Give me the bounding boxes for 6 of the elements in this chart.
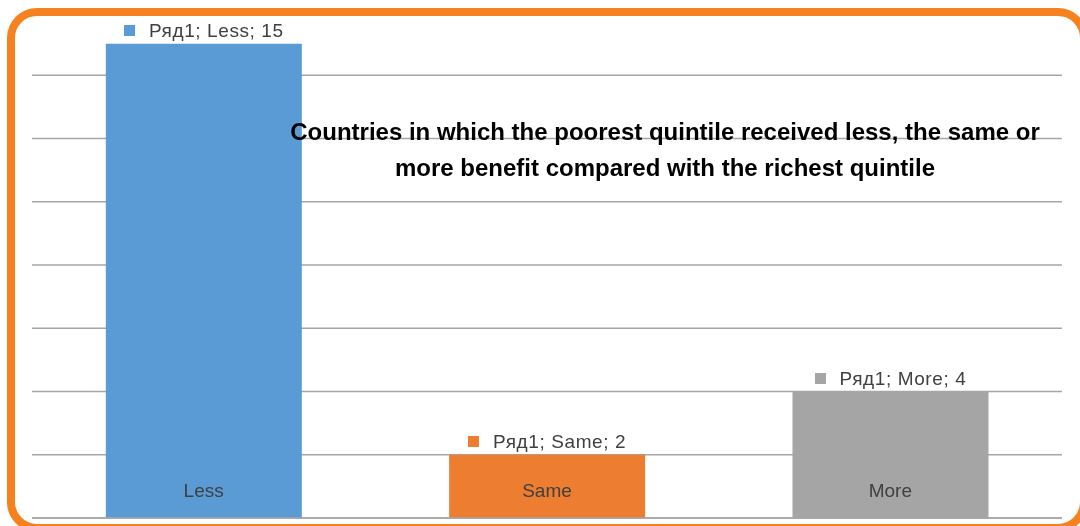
data-label: Ряд1; More; 4 — [839, 367, 967, 390]
x-tick-label: Less — [183, 480, 224, 501]
x-tick-label: More — [868, 480, 912, 501]
data-label: Ряд1; Same; 2 — [493, 430, 627, 453]
x-tick-label: Same — [522, 480, 572, 501]
data-label: Ряд1; Less; 15 — [148, 19, 284, 42]
